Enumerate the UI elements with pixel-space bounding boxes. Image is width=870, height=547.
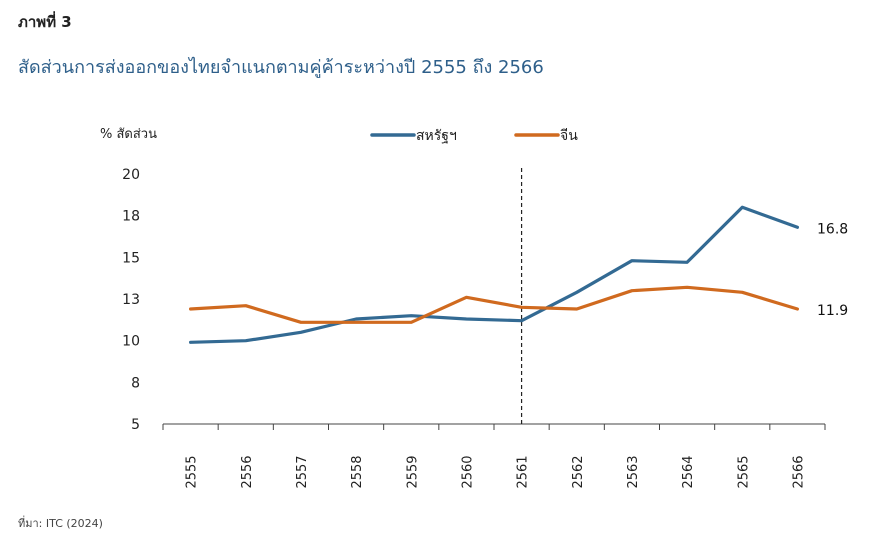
y-tick-label: 18 [122, 209, 140, 225]
x-tick-label: 2560 [460, 455, 475, 488]
x-tick-label: 2555 [185, 455, 200, 488]
x-tick-label: 2559 [405, 455, 420, 488]
x-tick-label: 2564 [681, 455, 696, 488]
x-tick-label: 2563 [626, 455, 641, 488]
legend-label: สหรัฐฯ [416, 128, 457, 144]
end-value-label: 11.9 [817, 303, 848, 319]
x-tick-label: 2566 [791, 455, 806, 488]
source-note: ที่มา: ITC (2024) [18, 517, 103, 530]
series-line-china [189, 285, 800, 324]
x-tick-label: 2565 [736, 455, 751, 488]
x-tick-label: 2558 [350, 455, 365, 488]
x-tick-label: 2562 [571, 455, 586, 488]
x-tick-label: 2557 [295, 455, 310, 488]
legend-label: จีน [560, 128, 578, 144]
y-tick-label: 8 [131, 375, 140, 391]
x-tick-label: 2556 [240, 455, 255, 488]
y-tick-label: 10 [122, 334, 140, 350]
series-line-usa [189, 205, 800, 344]
y-axis-label: % สัดส่วน [100, 127, 157, 142]
y-tick-label: 15 [122, 250, 140, 266]
y-tick-label: 5 [131, 417, 140, 433]
x-tick-label: 2561 [516, 455, 531, 488]
chart-title: สัดส่วนการส่งออกของไทยจำแนกตามคู่ค้าระหว… [18, 57, 544, 78]
figure-label: ภาพที่ 3 [18, 13, 72, 31]
y-tick-label: 20 [122, 167, 140, 183]
y-tick-label: 13 [122, 292, 140, 308]
end-value-label: 16.8 [817, 221, 848, 237]
